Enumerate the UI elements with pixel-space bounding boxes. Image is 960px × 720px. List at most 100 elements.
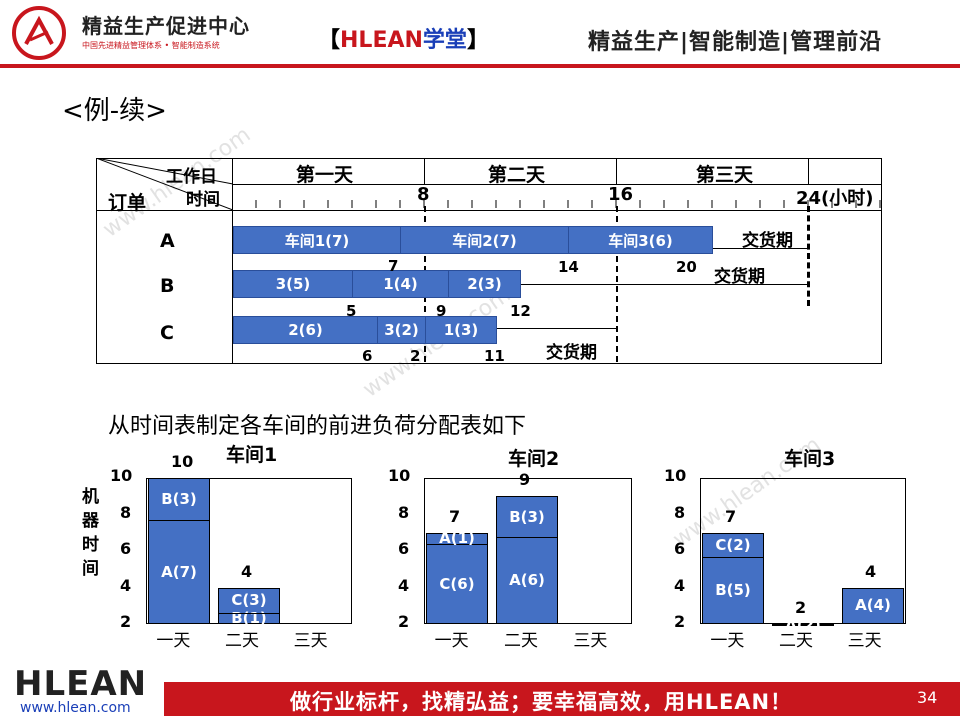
bar-segment-label: B(5) [715,581,751,600]
bar-segment-label: B(3) [509,507,545,526]
bar-total-label: 10 [171,452,194,471]
load-bar: B(1) C(3) [218,587,280,628]
bar-segment-label: B(1) [231,609,267,628]
day-divider [808,158,809,184]
load-bar: A(6) B(3) [496,496,558,624]
table-divider [232,184,882,185]
x-tick-label: 二天 [225,631,259,651]
y-tick: 6 [674,539,686,558]
marker-24h [807,206,810,306]
segment-divider [427,543,487,545]
x-tick-label: 一天 [156,631,191,651]
day-label-3: 第三天 [696,164,754,186]
bar-total-label: 4 [241,561,253,581]
gantt-bar: 2(6) [233,316,378,344]
bracket-left: 【 [318,28,341,53]
gantt-bar: 1(3) [425,316,497,344]
y-tick: 10 [664,466,687,485]
corner-time: 时间 [186,190,220,210]
bar-segment-label: C(6) [439,574,475,593]
day-label-1: 第一天 [296,164,354,186]
hour-tick: 8 [417,184,430,205]
time-number: 2 [410,347,421,365]
load-bar: B(5) C(2) [702,532,764,624]
bar-segment-label: A(1) [439,529,475,548]
gantt-bar: 3(5) [233,270,353,298]
chart-title: 车间2 [508,448,560,470]
time-scale [232,200,881,208]
logo-subtitle: 中国先进精益管理体系 • 智能制造系统 [82,41,220,50]
y-tick: 2 [674,612,686,631]
logo-title: 精益生产促进中心 [82,14,250,38]
day-label-2: 第二天 [488,164,546,186]
logo-icon [12,6,66,60]
bar-segment-label: A(7) [161,562,197,581]
gantt-bar: 1(4) [352,270,449,298]
time-number: 6 [362,347,373,365]
time-number: 12 [510,302,531,320]
gantt-bar: 车间1(7) [233,226,401,254]
brand-cn: 学堂 [422,28,467,53]
y-tick: 8 [120,502,132,522]
y-tick: 10 [388,466,411,485]
chart-title: 车间3 [784,448,836,470]
y-tick: 2 [120,612,132,631]
bar-total-label: 7 [725,506,737,526]
hour-tick: 16 [608,184,634,205]
due-arrow [713,248,807,249]
due-label: 交货期 [546,343,597,363]
segment-divider [497,536,557,538]
gantt-bar: 2(3) [448,270,521,298]
y-tick: 6 [120,539,132,558]
gantt-bar: 车间3(6) [568,226,713,254]
bar-total-label: 7 [449,506,461,526]
y-axis-label: 机 [82,487,99,507]
y-axis-label: 器 [82,511,99,531]
bar-segment-label: B(3) [161,489,197,508]
x-tick-label: 三天 [293,631,328,651]
gantt-bar: 车间2(7) [400,226,569,254]
bar-segment-label: A(4) [855,595,891,614]
time-number: 20 [676,258,697,276]
brand-name: HLEAN [340,28,423,53]
footer-brand: HLEAN [14,664,148,704]
y-axis-label: 间 [82,559,99,579]
corner-order: 订单 [108,192,147,214]
load-bar: A(7) B(3) [148,478,210,624]
time-number: 9 [436,302,447,320]
time-number: 11 [484,347,505,365]
chart-frame [700,478,906,624]
bar-segment-label: A(6) [509,571,545,590]
caption: 从时间表制定各车间的前进负荷分配表如下 [108,414,527,439]
segment-divider [219,612,279,614]
footer-logo: HLEAN [14,664,147,704]
bar-segment-label: C(3) [231,591,267,610]
time-number: 7 [388,257,399,275]
y-tick: 4 [120,575,132,595]
footer-slogan: 做行业标杆，找精弘益；要幸福高效，用HLEAN！ [290,690,793,714]
day-divider [616,158,617,184]
x-tick-label: 三天 [573,631,608,651]
order-label-c: C [160,322,174,344]
y-tick: 4 [398,575,410,595]
segment-divider [149,519,209,521]
page-number: 34 [917,688,938,707]
bar-total-label: 4 [865,561,877,581]
y-tick: 6 [398,539,410,558]
y-tick: 8 [674,502,686,522]
bracket-right: 】 [466,28,489,53]
due-arrow [521,284,807,285]
brand-banner: 【HLEAN学堂】 [318,22,489,54]
y-tick: 2 [398,612,410,631]
order-label-a: A [160,230,175,252]
segment-divider [703,556,763,558]
slide-title: <例-续> [62,96,167,126]
due-label: 交货期 [742,231,793,251]
corner-diagonals [96,158,233,211]
bar-total-label: 9 [519,470,531,490]
x-tick-label: 三天 [847,631,882,651]
header-divider [0,64,960,68]
x-tick-label: 二天 [779,631,813,651]
corner-workday: 工作日 [166,167,217,187]
schedule-table [96,158,882,364]
